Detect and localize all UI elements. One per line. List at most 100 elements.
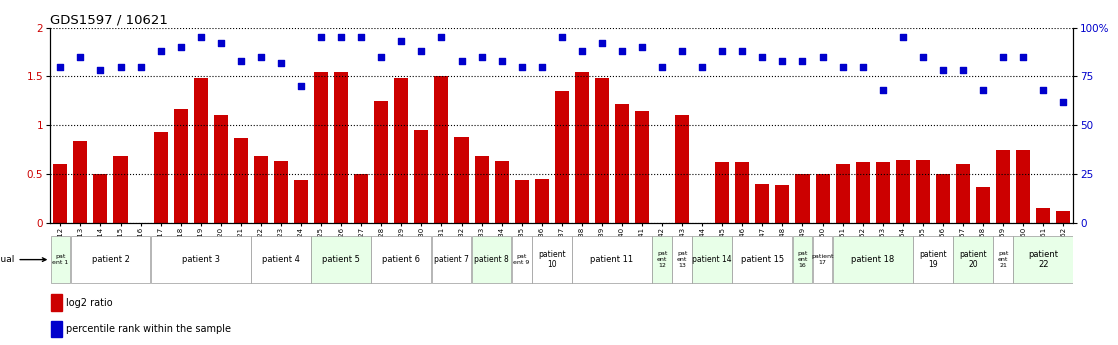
Text: patient
19: patient 19 [919,250,947,269]
Bar [1057,211,1070,223]
Point [312,34,330,40]
Bar [173,109,188,223]
Bar [114,156,127,223]
FancyBboxPatch shape [1013,236,1073,283]
Text: log2 ratio: log2 ratio [66,297,112,307]
FancyBboxPatch shape [572,236,652,283]
Bar [334,72,348,223]
Bar [555,91,569,223]
Bar [635,111,650,223]
Bar [395,78,408,223]
Point [733,48,751,54]
Point [633,44,651,50]
Bar [875,162,890,223]
Text: percentile rank within the sample: percentile rank within the sample [66,324,230,334]
Point [231,58,249,63]
Point [493,58,511,63]
Bar [936,174,950,223]
FancyBboxPatch shape [732,236,793,283]
Bar [996,150,1010,223]
Point [433,34,451,40]
Bar [736,162,749,223]
Point [913,54,931,60]
Bar [1016,150,1030,223]
Point [533,64,551,69]
Text: patient 4: patient 4 [262,255,300,264]
Bar [595,78,609,223]
Bar [214,115,228,223]
Bar [534,179,549,223]
FancyBboxPatch shape [70,236,151,283]
Bar [74,141,87,223]
Point [51,64,69,69]
Bar [575,72,589,223]
FancyBboxPatch shape [833,236,912,283]
Bar [354,174,368,223]
Bar [675,115,689,223]
Point [954,68,972,73]
Point [653,64,671,69]
Text: patient 14: patient 14 [692,255,732,264]
Point [513,64,531,69]
Text: patient 15: patient 15 [741,255,784,264]
Bar [54,164,67,223]
Point [754,54,771,60]
Bar [455,137,468,223]
Bar [615,104,629,223]
Point [673,48,691,54]
Bar [716,162,729,223]
Bar [94,174,107,223]
Point [994,54,1012,60]
Text: pat
ent 1: pat ent 1 [53,254,68,265]
FancyBboxPatch shape [311,236,371,283]
FancyBboxPatch shape [472,236,511,283]
FancyBboxPatch shape [512,236,531,283]
Point [834,64,852,69]
Point [212,40,230,46]
Point [392,39,410,44]
FancyBboxPatch shape [252,236,311,283]
Bar [796,174,809,223]
Bar [776,186,789,223]
Text: patient 2: patient 2 [92,255,130,264]
Point [112,64,130,69]
Bar [976,187,991,223]
FancyBboxPatch shape [793,236,813,283]
Point [252,54,269,60]
Point [774,58,792,63]
Point [794,58,812,63]
Bar [314,72,328,223]
Text: pat
ent
16: pat ent 16 [797,251,807,268]
Point [352,34,370,40]
Point [1034,87,1052,93]
Bar [153,132,168,223]
Bar [274,161,288,223]
Point [413,48,430,54]
Point [132,64,150,69]
FancyBboxPatch shape [692,236,732,283]
Bar [474,156,489,223]
FancyBboxPatch shape [432,236,472,283]
Point [272,60,290,66]
Point [814,54,832,60]
Point [934,68,951,73]
Point [693,64,711,69]
Text: patient 6: patient 6 [382,255,420,264]
Point [332,34,350,40]
Bar [294,180,309,223]
Text: pat
ent
13: pat ent 13 [678,251,688,268]
Text: patient 7: patient 7 [434,255,468,264]
Point [473,54,491,60]
Point [152,48,170,54]
Point [453,58,471,63]
Bar [756,184,769,223]
Bar [51,295,61,310]
Bar [193,78,208,223]
Text: patient
10: patient 10 [538,250,566,269]
Text: pat
ent
21: pat ent 21 [998,251,1008,268]
Point [172,44,190,50]
Text: pat
ent
12: pat ent 12 [657,251,667,268]
FancyBboxPatch shape [532,236,571,283]
Bar [835,164,850,223]
FancyBboxPatch shape [813,236,833,283]
